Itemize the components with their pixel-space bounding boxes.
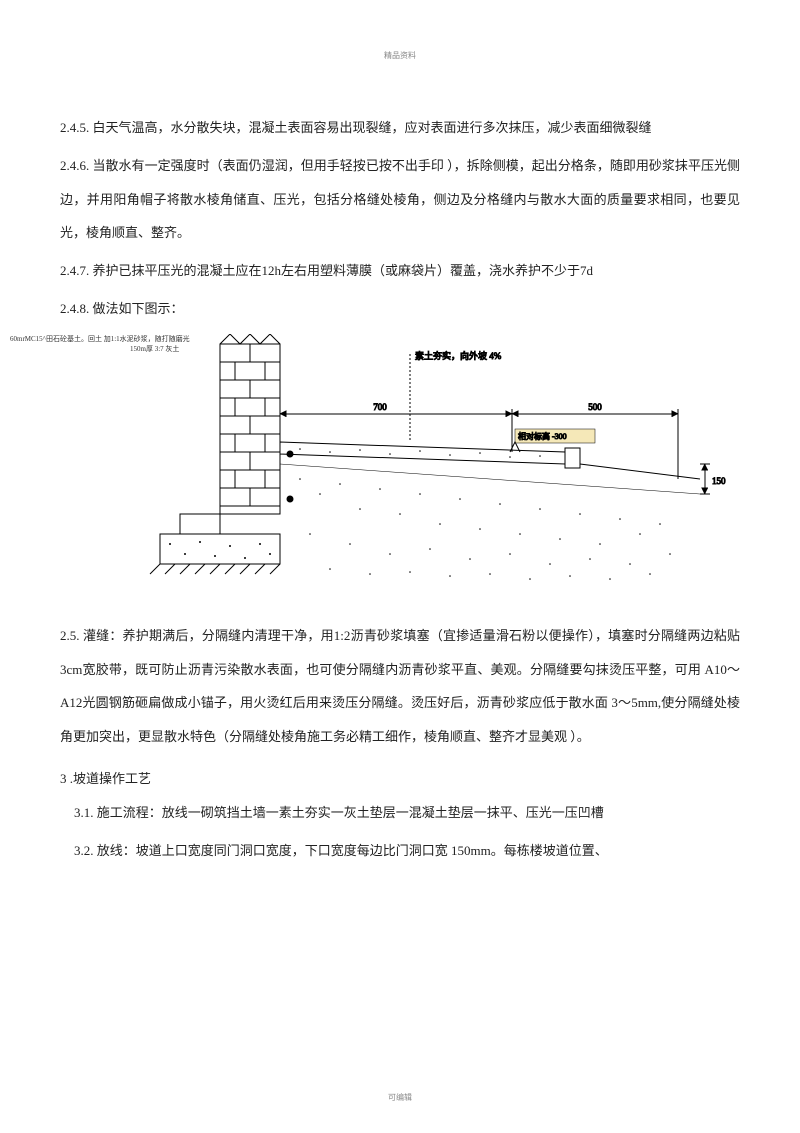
paragraph-247: 2.4.7. 养护已抹平压光的混凝土应在12h左右用塑料薄膜（或麻袋片）覆盖，浇…: [60, 254, 740, 288]
dimensions: 素土夯实，向外坡 4% 700 500 相对标高 -300: [280, 350, 726, 502]
paragraph-245: 2.4.5. 白天气温高，水分散失块，混凝土表面容易出现裂缝，应对表面进行多次抹…: [60, 111, 740, 145]
diagram-caption-sub: 150m厚 3:7 灰土: [130, 344, 179, 355]
svg-text:素土夯实，向外坡 4%: 素土夯实，向外坡 4%: [415, 350, 502, 361]
footer-watermark: 可编辑: [0, 1092, 800, 1103]
subgrade-line: [280, 464, 700, 494]
diagram-svg: 素土夯实，向外坡 4% 700 500 相对标高 -300: [60, 334, 740, 594]
diagram-caption-top: 60mrMC15^田石砼基土。回土 加1:1水泥砂浆，随打随磨光: [10, 334, 190, 345]
apron-slab: [280, 442, 580, 468]
ground-line: [580, 464, 700, 479]
svg-text:150: 150: [712, 476, 726, 486]
footing: [150, 514, 280, 574]
paragraph-32: 3.2. 放线：坡道上口宽度同门洞口宽度，下口宽度每边比门洞口宽 150mm。每…: [60, 834, 740, 868]
svg-text:相对标高 -300: 相对标高 -300: [518, 431, 567, 441]
brick-wall: [220, 334, 280, 514]
paragraph-25: 2.5. 灌缝：养护期满后，分隔缝内清理干净，用1:2沥青砂浆填塞（宜掺适量滑石…: [60, 619, 740, 754]
soil-stipple: [299, 478, 671, 580]
paragraph-31: 3.1. 施工流程：放线一砌筑挡土墙一素土夯实一灰土垫层一混凝土垫层一抹平、压光…: [60, 796, 740, 830]
section-3-heading: 3 .坡道操作工艺: [60, 762, 740, 796]
svg-text:500: 500: [588, 402, 602, 412]
paragraph-248: 2.4.8. 做法如下图示：: [60, 292, 740, 326]
paragraph-246: 2.4.6. 当散水有一定强度时（表面仍湿润，但用手轻按已按不出手印 ），拆除侧…: [60, 149, 740, 250]
construction-diagram: 60mrMC15^田石砼基土。回土 加1:1水泥砂浆，随打随磨光 150m厚 3…: [60, 334, 740, 599]
svg-text:700: 700: [373, 402, 387, 412]
header-watermark: 精品资料: [60, 50, 740, 61]
